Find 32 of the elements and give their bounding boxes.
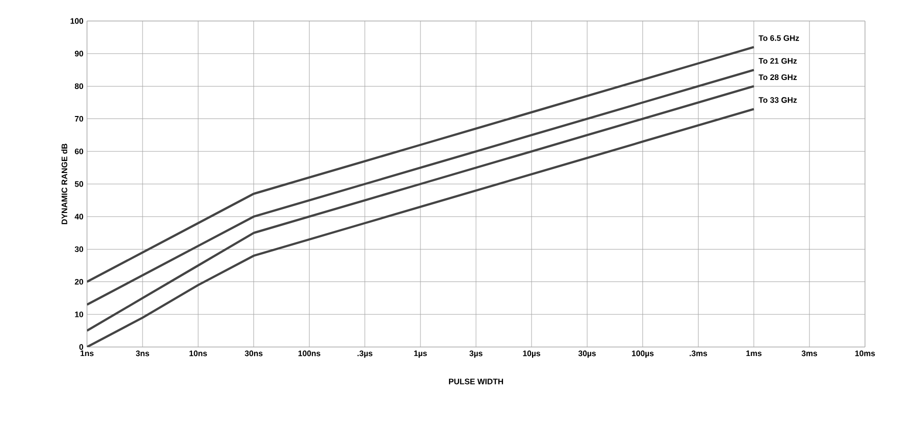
x-tick-label: 3µs [469, 350, 482, 358]
y-tick-label: 40 [74, 214, 84, 220]
y-tick-label: 50 [74, 181, 84, 187]
x-tick-label: .3µs [358, 350, 372, 358]
x-tick-label: 10ms [855, 350, 875, 356]
x-tick-label: 3ns [136, 350, 150, 356]
y-tick-label: 0 [79, 344, 84, 350]
x-tick-label: 30ns [244, 350, 263, 356]
x-tick-label: 1ns [80, 350, 94, 356]
y-tick-label: 10 [75, 312, 84, 318]
x-tick-label: 1µs [414, 350, 427, 358]
series-label: To 21 GHz [758, 58, 797, 64]
series-label: To 28 GHz [758, 74, 797, 80]
series-label: To 33 GHz [758, 97, 797, 103]
x-tick-label: 1ms [746, 350, 762, 356]
y-axis-title: DYNAMIC RANGE dB [61, 144, 68, 224]
series-label: To 6.5 GHz [758, 35, 800, 41]
x-tick-label: .3ms [690, 350, 708, 356]
x-tick-label: 10ns [190, 350, 207, 356]
y-tick-label: 30 [74, 246, 84, 252]
x-tick-label: 100ns [298, 350, 320, 356]
x-tick-label: 100µs [632, 350, 654, 358]
y-tick-label: 60 [74, 148, 84, 154]
y-tick-label: 80 [74, 83, 84, 90]
y-tick-label: 100 [70, 18, 84, 24]
y-tick-label: 70 [74, 116, 84, 122]
y-tick-label: 20 [74, 278, 84, 285]
y-tick-label: 90 [74, 50, 84, 56]
x-tick-label: 10µs [523, 350, 540, 358]
x-tick-label: 3ms [802, 350, 818, 356]
x-tick-label: 30µs [578, 350, 596, 358]
x-axis-title: PULSE WIDTH [448, 378, 504, 384]
